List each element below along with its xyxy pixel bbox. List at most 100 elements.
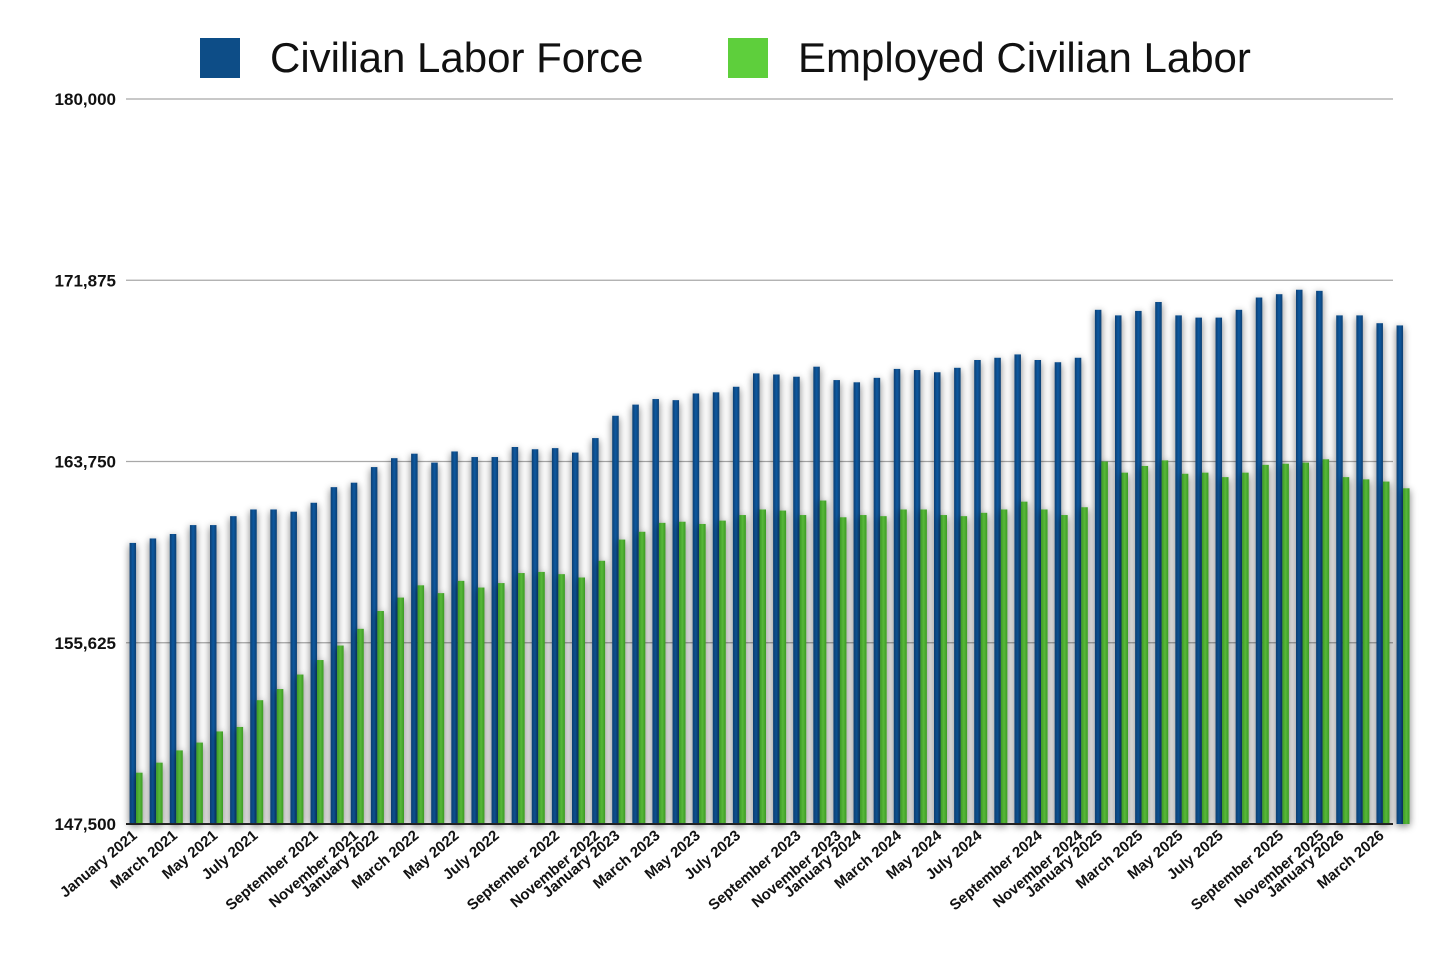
bar[interactable] [350, 482, 358, 824]
bar[interactable] [1262, 464, 1269, 824]
bar[interactable] [1101, 461, 1108, 825]
bar[interactable] [893, 368, 901, 824]
bar[interactable] [357, 628, 364, 824]
bar[interactable] [417, 585, 425, 824]
bar[interactable] [1255, 297, 1263, 824]
bar[interactable] [1041, 509, 1048, 824]
bar[interactable] [156, 762, 163, 824]
bar[interactable] [813, 366, 820, 824]
bar[interactable] [471, 457, 478, 824]
bar[interactable] [753, 373, 760, 824]
bar[interactable] [612, 415, 619, 824]
bar[interactable] [511, 447, 519, 824]
bar[interactable] [1376, 323, 1383, 824]
bar[interactable] [1403, 488, 1410, 824]
bar[interactable] [236, 726, 244, 824]
bar[interactable] [216, 731, 224, 824]
bar[interactable] [1020, 501, 1028, 824]
bar[interactable] [491, 457, 499, 824]
bar[interactable] [397, 597, 405, 824]
bar[interactable] [819, 500, 827, 824]
bar[interactable] [1161, 460, 1169, 824]
bar[interactable] [900, 509, 907, 824]
bar[interactable] [169, 534, 177, 824]
bar[interactable] [518, 573, 525, 824]
bar[interactable] [1342, 477, 1350, 824]
bar[interactable] [1396, 325, 1404, 824]
bar[interactable] [833, 380, 840, 824]
bar[interactable] [793, 376, 800, 824]
bar[interactable] [451, 451, 458, 824]
bar[interactable] [1054, 362, 1062, 824]
bar[interactable] [1195, 317, 1202, 824]
bar[interactable] [732, 386, 740, 824]
bar[interactable] [317, 660, 324, 824]
bar[interactable] [256, 700, 264, 824]
bar[interactable] [230, 516, 237, 824]
bar[interactable] [592, 438, 599, 824]
bar[interactable] [558, 574, 565, 824]
bar[interactable] [1362, 479, 1370, 824]
bar[interactable] [1296, 289, 1303, 824]
bar[interactable] [531, 449, 539, 824]
bar[interactable] [692, 393, 700, 824]
bar[interactable] [270, 509, 277, 824]
bar[interactable] [1014, 354, 1021, 824]
bar[interactable] [679, 521, 686, 824]
bar[interactable] [1275, 294, 1283, 824]
bar[interactable] [572, 452, 579, 824]
bar[interactable] [980, 512, 988, 824]
bar[interactable] [1356, 315, 1363, 824]
bar[interactable] [638, 531, 646, 824]
bar[interactable] [477, 587, 485, 824]
bar[interactable] [652, 399, 659, 824]
bar[interactable] [873, 377, 881, 824]
bar[interactable] [250, 509, 257, 824]
bar[interactable] [773, 374, 780, 825]
bar[interactable] [1175, 315, 1182, 824]
bar[interactable] [411, 453, 418, 824]
bar[interactable] [1322, 459, 1330, 824]
bar[interactable] [1141, 465, 1149, 824]
bar[interactable] [538, 571, 545, 824]
bar[interactable] [457, 580, 465, 824]
bar[interactable] [880, 516, 887, 824]
bar[interactable] [940, 515, 948, 824]
bar[interactable] [276, 689, 284, 824]
bar[interactable] [994, 357, 1001, 824]
bar[interactable] [853, 382, 861, 824]
bar[interactable] [1000, 509, 1008, 824]
bar[interactable] [431, 462, 438, 824]
bar[interactable] [1121, 472, 1129, 824]
bar[interactable] [1155, 302, 1162, 824]
bar[interactable] [196, 742, 203, 824]
bar[interactable] [699, 523, 706, 824]
bar[interactable] [1074, 357, 1082, 824]
bar[interactable] [437, 593, 445, 824]
bar[interactable] [632, 404, 639, 824]
bar[interactable] [1242, 472, 1249, 824]
bar[interactable] [719, 520, 726, 824]
bar[interactable] [860, 515, 867, 824]
bar[interactable] [296, 674, 304, 824]
bar[interactable] [1115, 315, 1122, 824]
bar[interactable] [974, 360, 981, 824]
bar[interactable] [1201, 472, 1209, 824]
bar[interactable] [712, 392, 720, 824]
legend-item-civilian-labor-force[interactable]: Civilian Labor Force [200, 34, 644, 81]
bar[interactable] [1382, 481, 1390, 824]
bar[interactable] [960, 516, 968, 824]
bar[interactable] [618, 539, 626, 824]
bar[interactable] [779, 510, 787, 824]
bar[interactable] [1034, 360, 1042, 824]
bar[interactable] [377, 610, 384, 824]
bar[interactable] [578, 577, 586, 825]
bar[interactable] [189, 525, 197, 824]
bar[interactable] [337, 645, 344, 824]
bar[interactable] [759, 509, 767, 824]
bar[interactable] [672, 400, 680, 824]
bar[interactable] [176, 750, 183, 824]
bar[interactable] [1215, 317, 1223, 824]
bar[interactable] [1135, 310, 1142, 824]
bar[interactable] [290, 511, 297, 824]
